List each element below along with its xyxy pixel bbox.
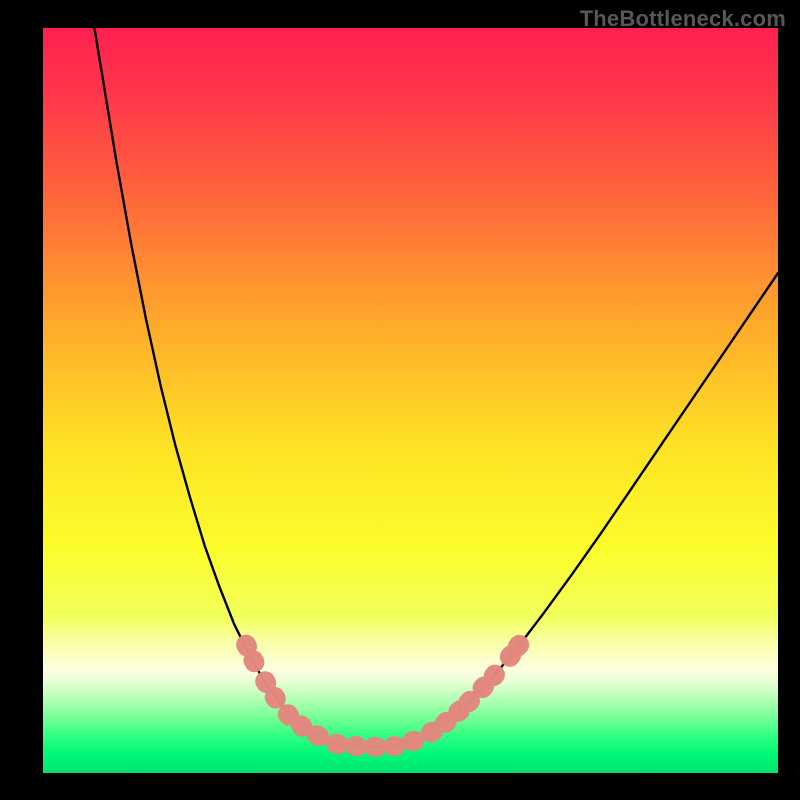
chart-svg	[43, 28, 778, 773]
gradient-background	[43, 28, 778, 773]
marker-point	[364, 737, 386, 757]
chart-area	[43, 28, 778, 773]
